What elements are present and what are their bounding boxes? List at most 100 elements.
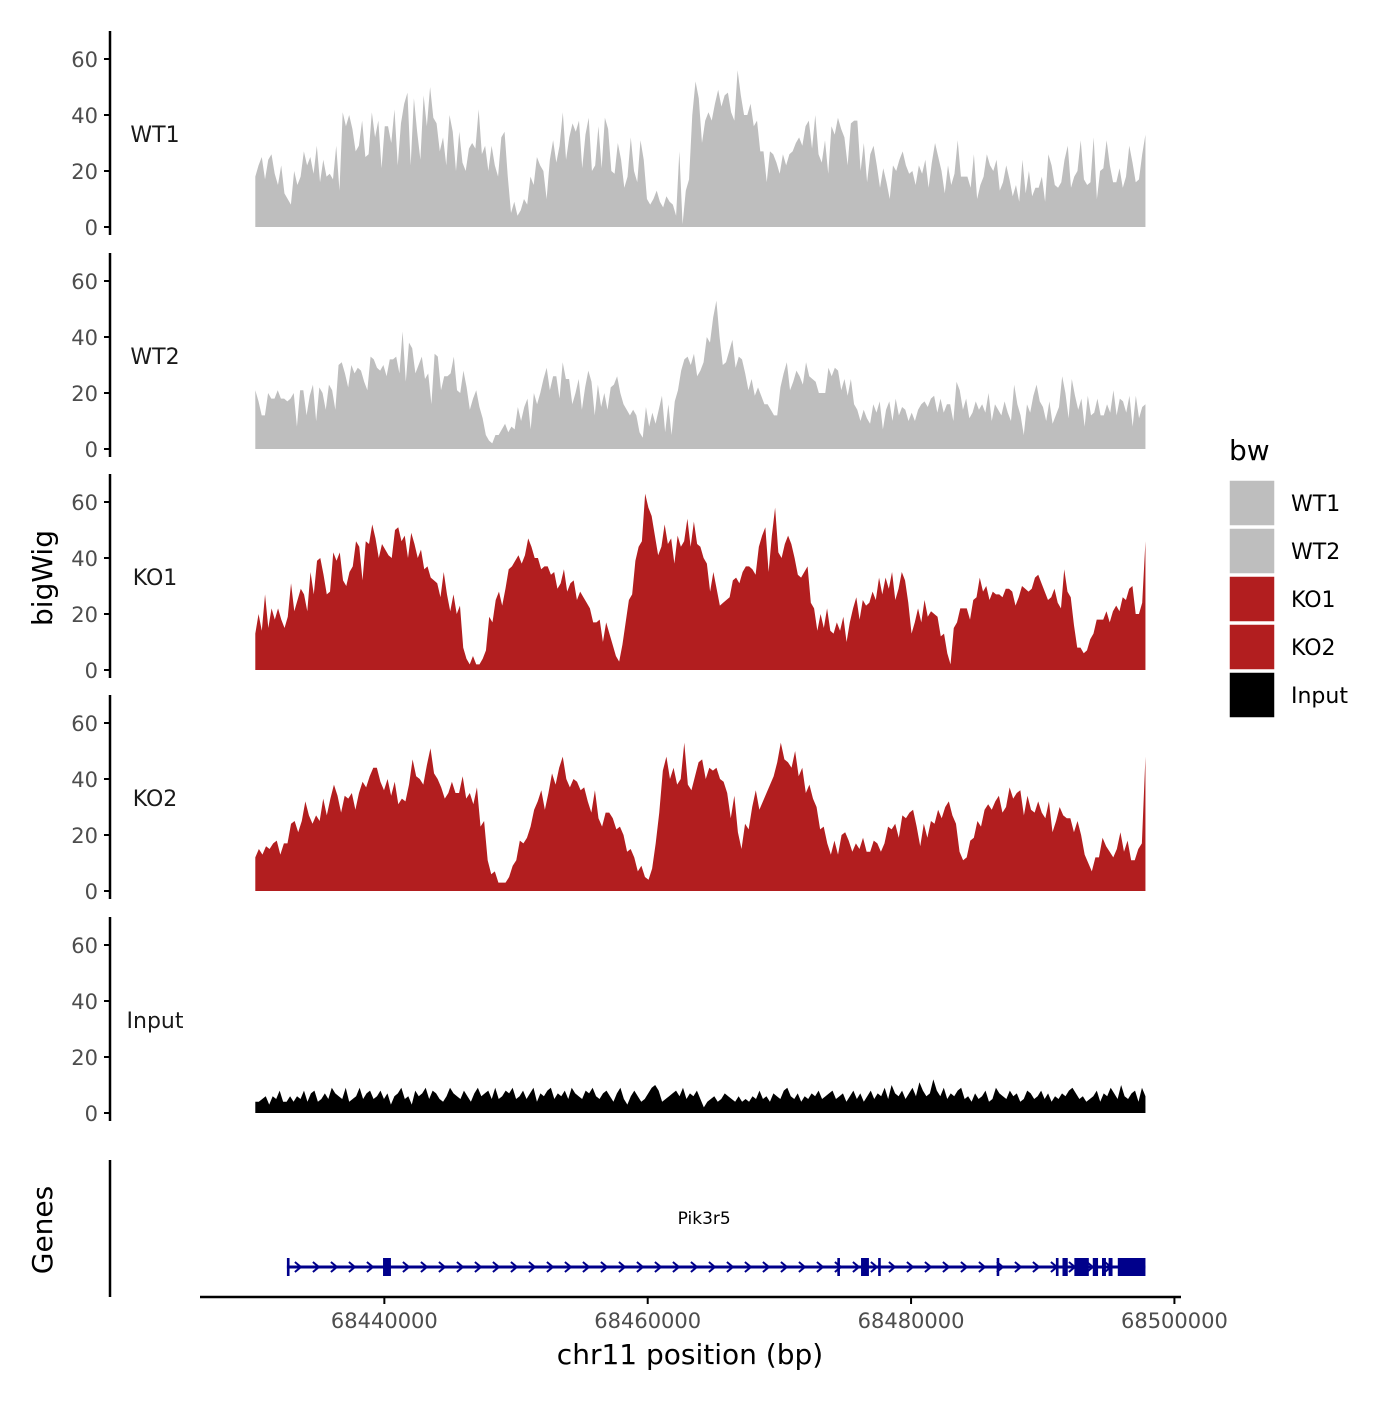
y-tick-label: 40 [71,547,98,571]
legend-title: bw [1229,434,1270,467]
legend-swatch-input [1228,671,1276,719]
gene-exon [1117,1258,1146,1276]
y-tick-label: 60 [71,934,98,958]
strand-arrow [960,1261,969,1273]
strand-arrow [924,1261,933,1273]
y-tick-label: 0 [85,659,98,683]
strand-arrow [852,1261,861,1273]
strand-arrow [816,1261,825,1273]
gene-exon [286,1258,290,1276]
strand-arrow [294,1261,303,1273]
strand-arrow [1014,1261,1023,1273]
strand-arrow [798,1261,807,1273]
x-tick-label: 68480000 [858,1309,965,1333]
genes-axis-label: Genes [26,1186,59,1274]
gene-exon [1101,1258,1106,1276]
strand-arrow [546,1261,555,1273]
coverage-area-ko1 [255,493,1146,670]
legend-swatch-ko2 [1228,623,1276,671]
strand-arrow [618,1261,627,1273]
y-tick-label: 40 [71,768,98,792]
strand-arrow [726,1261,735,1273]
strand-arrow [528,1261,537,1273]
y-tick-label: 0 [85,216,98,240]
x-axis: 68440000 68460000 68480000 68500000 [200,1295,1228,1333]
strand-arrow [510,1261,519,1273]
track-panel-wt1: 0 20 40 60 WT1 [71,31,1146,240]
strand-arrow [438,1261,447,1273]
strand-arrow [780,1261,789,1273]
strand-arrow [312,1261,321,1273]
track-label: WT2 [130,345,179,370]
strand-arrow [564,1261,573,1273]
strand-arrow [870,1261,879,1273]
y-tick-label: 0 [85,438,98,462]
track-panel-input: 0 20 40 60 Input [71,917,1146,1126]
strand-arrow [474,1261,483,1273]
y-tick-label: 40 [71,326,98,350]
strand-arrow [834,1261,843,1273]
strand-arrow [348,1261,357,1273]
track-label: KO2 [133,787,178,812]
y-tick-label: 60 [71,270,98,294]
gene-exon [1055,1258,1059,1276]
coverage-area-ko2 [255,742,1146,891]
strand-arrow [654,1261,663,1273]
y-tick-label: 0 [85,880,98,904]
gene-exon [1074,1258,1089,1276]
y-axis-label: bigWig [26,530,59,626]
x-tick-label: 68460000 [594,1309,701,1333]
gene-exon [837,1258,840,1276]
strand-arrow [456,1261,465,1273]
coverage-area-wt1 [255,70,1146,227]
strand-arrow [672,1261,681,1273]
tracks-layer: 0 20 40 60 WT1 0 20 40 60 WT2 0 20 40 60 KO1 0 20 40 60 KO2… [71,31,1146,1126]
x-tick-label: 68500000 [1121,1309,1228,1333]
strand-arrow [636,1261,645,1273]
strand-arrow [762,1261,771,1273]
track-panel-ko2: 0 20 40 60 KO2 [71,695,1146,904]
track-panel-wt2: 0 20 40 60 WT2 [71,253,1146,462]
strand-arrow [600,1261,609,1273]
strand-arrow [942,1261,951,1273]
strand-arrow [402,1261,411,1273]
track-label: KO1 [133,566,178,591]
y-tick-label: 20 [71,603,98,627]
legend: bw WT1 WT2 KO1 KO2 Input [1228,434,1348,719]
legend-swatch-wt1 [1228,479,1276,527]
y-tick-label: 60 [71,48,98,72]
strand-arrow [1032,1261,1041,1273]
gene-exon [1108,1258,1113,1276]
gene-exon [1092,1258,1099,1276]
gene-exon [996,1258,1000,1276]
legend-label-wt2: WT2 [1291,540,1340,565]
y-tick-label: 20 [71,824,98,848]
y-tick-label: 60 [71,491,98,515]
gene-track: Pik3r5 [108,1160,1146,1297]
legend-swatch-wt2 [1228,527,1276,575]
y-tick-label: 60 [71,712,98,736]
y-tick-label: 20 [71,382,98,406]
y-tick-label: 40 [71,104,98,128]
y-tick-label: 20 [71,160,98,184]
legend-label-ko2: KO2 [1291,636,1336,661]
track-label: Input [127,1009,184,1034]
strand-arrow [420,1261,429,1273]
coverage-area-wt2 [255,300,1146,449]
y-tick-label: 20 [71,1046,98,1070]
strand-arrow [888,1261,897,1273]
strand-arrow [330,1261,339,1273]
x-axis-label: chr11 position (bp) [557,1338,823,1371]
track-panel-ko1: 0 20 40 60 KO1 [71,474,1146,683]
strand-arrow [744,1261,753,1273]
strand-arrow [708,1261,717,1273]
y-tick-label: 0 [85,1102,98,1126]
coverage-area-input [255,1079,1146,1113]
strand-arrow [906,1261,915,1273]
x-tick-label: 68440000 [331,1309,438,1333]
strand-arrow [492,1261,501,1273]
strand-arrow [690,1261,699,1273]
legend-swatch-ko1 [1228,575,1276,623]
